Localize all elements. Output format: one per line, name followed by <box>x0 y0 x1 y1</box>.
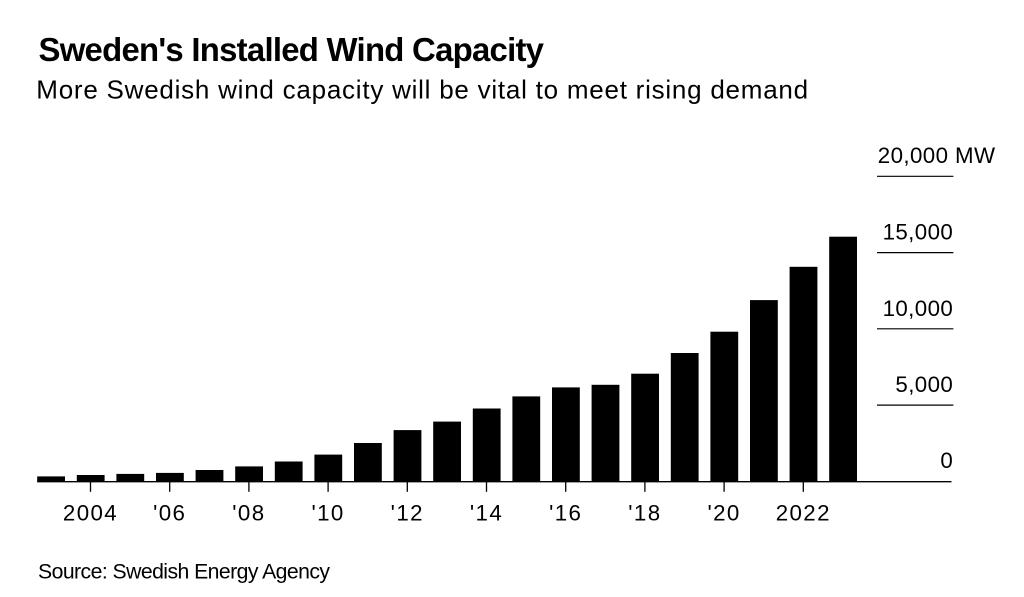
svg-text:10,000: 10,000 <box>883 296 954 321</box>
svg-text:'12: '12 <box>391 501 424 526</box>
svg-text:'06: '06 <box>153 501 186 526</box>
svg-text:0: 0 <box>940 448 953 473</box>
svg-text:Source: Swedish Energy Agency: Source: Swedish Energy Agency <box>38 561 330 584</box>
svg-text:5,000: 5,000 <box>895 372 953 397</box>
svg-text:15,000: 15,000 <box>883 220 954 245</box>
svg-text:More Swedish wind capacity wil: More Swedish wind capacity will be vital… <box>36 74 809 104</box>
svg-text:2004: 2004 <box>63 501 118 526</box>
svg-text:'18: '18 <box>628 501 661 526</box>
svg-text:20,000 MW: 20,000 MW <box>878 143 996 168</box>
svg-text:'08: '08 <box>232 501 265 526</box>
svg-text:Sweden's Installed Wind Capaci: Sweden's Installed Wind Capacity <box>39 31 545 68</box>
svg-text:'20: '20 <box>707 501 740 526</box>
svg-text:'10: '10 <box>311 501 344 526</box>
svg-text:'16: '16 <box>549 501 582 526</box>
svg-text:'14: '14 <box>470 501 503 526</box>
svg-text:2022: 2022 <box>776 501 831 526</box>
